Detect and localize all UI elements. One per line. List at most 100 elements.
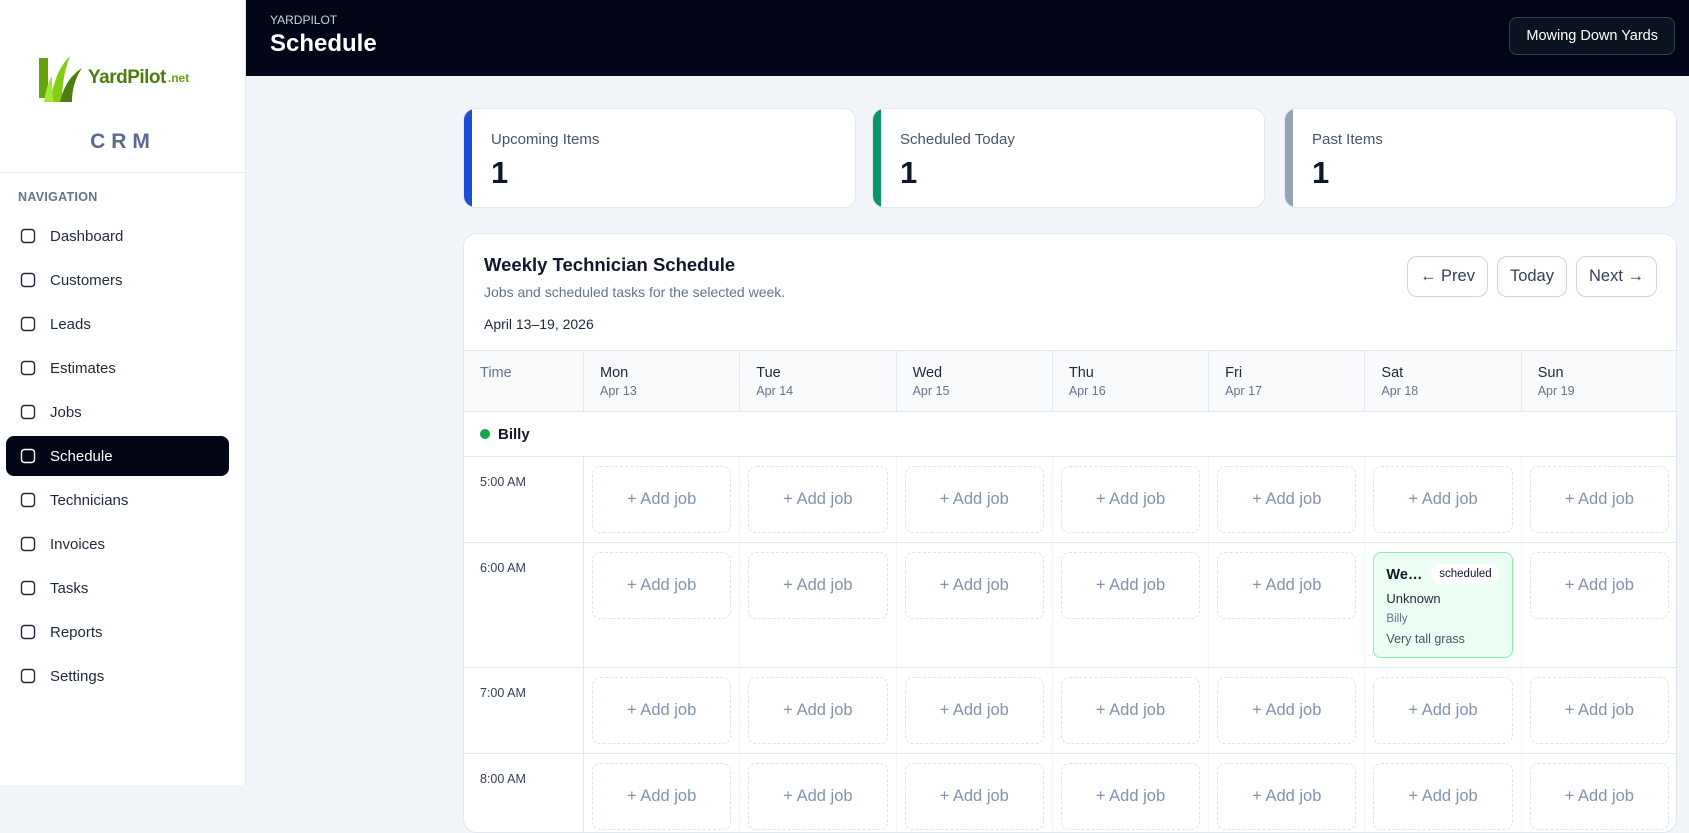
nav-item[interactable]: Settings [6,656,229,696]
day-date: Apr 18 [1381,384,1419,398]
add-job[interactable]: + Add job [1217,466,1357,533]
add-job[interactable]: + Add job [748,763,888,830]
nav-item[interactable]: Schedule [6,436,229,476]
slot-cell: + Add job [1522,754,1676,832]
add-job[interactable]: + Add job [1060,763,1201,830]
add-job[interactable]: + Add job [592,763,732,830]
brand-name: YardPilot [88,67,166,88]
technician-row: Billy [464,412,1676,457]
eyebrow: YARDPILOT [270,13,338,27]
nav-item[interactable]: Tasks [6,568,229,608]
day-header: Sun Apr 19 [1521,351,1676,412]
add-job[interactable]: + Add job [1217,763,1357,830]
add-job[interactable]: + Add job [904,552,1044,619]
add-job[interactable]: + Add job [1529,466,1669,533]
slot-cell: + Add job [740,457,897,543]
add-job[interactable]: + Add job [748,677,888,744]
slot-cell: + Add job [1365,457,1522,543]
nav-item[interactable]: Reports [6,612,229,652]
nav-item[interactable]: Estimates [6,348,229,388]
nav-text: Tasks [50,579,89,597]
slot-cell: We… scheduled Unknown Billy Very tall grass [1365,543,1522,668]
job-customer: Unknown [1386,591,1441,606]
day-header: Thu Apr 16 [1052,351,1210,412]
day-header: Mon Apr 13 [584,351,741,412]
day-date: Apr 14 [756,384,794,398]
nav-icon [20,668,36,684]
nav-icon [20,536,36,552]
add-job[interactable]: + Add job [1529,677,1669,744]
day-date: Apr 16 [1068,384,1106,398]
account-button[interactable]: Mowing Down Yards [1509,17,1675,55]
stat-value: 1 [1312,155,1330,190]
nav-item[interactable]: Customers [6,260,229,300]
nav-icon [20,404,36,420]
stat-accent [464,109,472,207]
slot-cell: + Add job [584,543,741,668]
nav-icon [20,360,36,376]
add-job[interactable]: + Add job [904,466,1044,533]
add-job[interactable]: + Add job [1373,763,1513,830]
add-job[interactable]: + Add job [592,466,732,533]
slot-cell: + Add job [1209,457,1366,543]
add-job[interactable]: + Add job [1060,677,1201,744]
time-label: 5:00 AM [464,457,584,543]
add-job[interactable]: + Add job [1217,677,1357,744]
slot-cell: + Add job [584,457,741,543]
week-button[interactable]: Today [1496,256,1567,297]
nav-item[interactable]: Leads [6,304,229,344]
nav-item[interactable]: Technicians [6,480,229,520]
add-job[interactable]: + Add job [1060,466,1201,533]
slot-cell: + Add job [584,754,741,832]
stat-value: 1 [491,155,509,190]
slot-cell: + Add job [740,668,897,754]
slot-cell: + Add job [896,543,1053,668]
nav-item[interactable]: Dashboard [6,216,229,256]
day-name: Tue [756,365,781,381]
add-job[interactable]: + Add job [1060,552,1201,619]
stat-card: Upcoming Items 1 [463,108,856,208]
divider [0,172,246,173]
date-range: April 13–19, 2026 [484,316,594,332]
add-job[interactable]: + Add job [1373,677,1513,744]
slot-cell: + Add job [1521,543,1676,668]
logo[interactable]: YardPilot .net [36,52,189,104]
add-job[interactable]: + Add job [592,552,732,619]
stat-card: Scheduled Today 1 [872,108,1265,208]
stat-value: 1 [900,155,918,190]
panel-subtitle: Jobs and scheduled tasks for the selecte… [484,284,786,300]
slot-cell: + Add job [740,543,897,668]
stat-accent [1285,109,1293,207]
technician-name: Billy [498,425,530,443]
slot-cell: + Add job [1209,754,1366,832]
add-job[interactable]: + Add job [1529,552,1669,619]
add-job[interactable]: + Add job [904,677,1044,744]
add-job[interactable]: + Add job [1217,552,1357,619]
stat-label: Past Items [1312,131,1383,148]
nav-item[interactable]: Invoices [6,524,229,564]
week-button[interactable]: Next → [1575,256,1657,297]
nav-item[interactable]: Jobs [6,392,229,432]
job-card[interactable]: We… scheduled Unknown Billy Very tall grass [1373,552,1513,658]
add-job[interactable]: + Add job [592,677,732,744]
nav-text: Customers [50,271,123,289]
add-job[interactable]: + Add job [1529,763,1669,830]
slot-cell: + Add job [897,754,1053,832]
add-job[interactable]: + Add job [748,552,888,619]
job-status: scheduled [1431,564,1500,584]
add-job[interactable]: + Add job [1373,466,1513,533]
time-header: Time [464,351,584,412]
week-button[interactable]: ← Prev [1406,256,1488,297]
add-job[interactable]: + Add job [748,466,888,533]
slot-cell: + Add job [1053,754,1210,832]
day-header: Tue Apr 14 [740,351,897,412]
day-header: Wed Apr 15 [896,351,1053,412]
slot-cell: + Add job [1521,457,1676,543]
add-job[interactable]: + Add job [904,763,1044,830]
stat-card: Past Items 1 [1284,108,1677,208]
nav-icon [20,272,36,288]
schedule-panel: Weekly Technician Schedule Jobs and sche… [463,233,1677,833]
status-dot [480,429,490,439]
nav-icon [20,316,36,332]
